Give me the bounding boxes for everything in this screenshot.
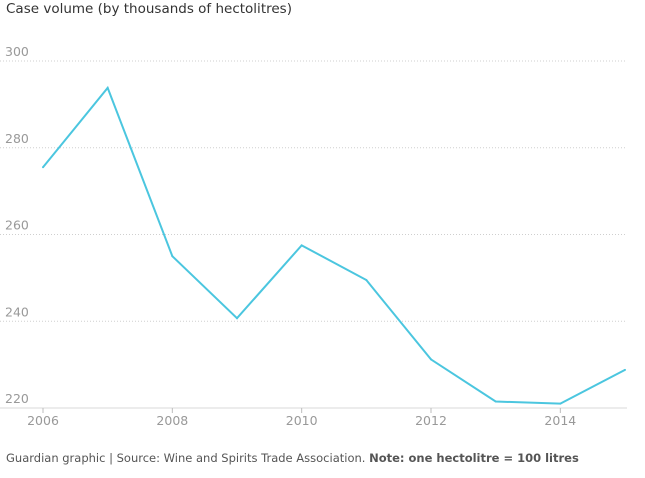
- data-point: [236, 317, 238, 320]
- data-point: [430, 358, 432, 361]
- x-tick-label: 2014: [544, 413, 576, 428]
- x-tick-label: 2012: [415, 413, 447, 428]
- y-tick-label: 240: [5, 304, 29, 319]
- y-tick-label: 300: [5, 44, 29, 59]
- data-point: [300, 244, 303, 247]
- y-tick-label: 220: [5, 391, 29, 406]
- source-text: Guardian graphic | Source: Wine and Spir…: [6, 451, 370, 465]
- grid-lines: [0, 60, 627, 322]
- source-footer: Guardian graphic | Source: Wine and Spir…: [6, 451, 579, 465]
- data-point: [559, 402, 562, 405]
- x-tick-label: 2010: [286, 413, 318, 428]
- series-line: [42, 85, 626, 405]
- data-point: [624, 368, 626, 371]
- x-tick-labels: 2006 2008 2010 2012 2014: [27, 408, 576, 428]
- x-tick-label: 2006: [27, 413, 59, 428]
- data-point: [365, 279, 368, 282]
- y-tick-label: 260: [5, 218, 29, 233]
- x-tick-label: 2008: [156, 413, 188, 428]
- y-tick-label: 280: [5, 131, 29, 146]
- data-point: [171, 255, 174, 258]
- data-point: [494, 400, 497, 403]
- chart-title: Case volume (by thousands of hectolitres…: [6, 1, 292, 17]
- y-tick-labels: 300 280 260 240 220: [5, 44, 29, 406]
- data-point: [106, 86, 109, 89]
- unit-note: Note: one hectolitre = 100 litres: [369, 451, 579, 465]
- series-layer: [42, 85, 626, 405]
- data-point: [42, 166, 44, 169]
